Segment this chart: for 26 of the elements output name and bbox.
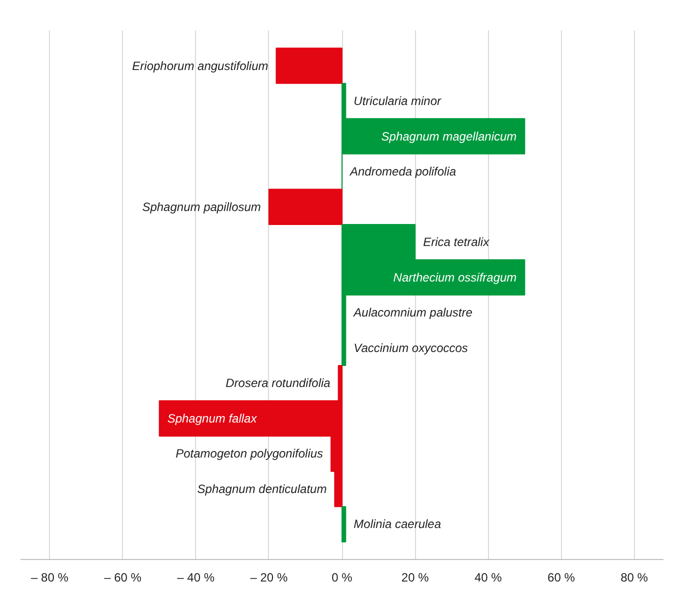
x-tick-label: 20 %: [401, 570, 430, 584]
x-tick-label: – 80 %: [31, 570, 69, 584]
y-tick-label: Erica tetralix: [423, 235, 490, 250]
x-tick-label: 60 %: [548, 570, 576, 584]
y-tick-label: Sphagnum denticulatum: [197, 482, 327, 496]
y-tick-label: Utricularia minor: [354, 94, 442, 108]
y-tick-label: Narthecium ossifragum: [393, 270, 517, 284]
y-tick-label: Eriophorum angustifolium: [132, 58, 268, 73]
y-tick-label: Sphagnum magellanicum: [381, 129, 517, 144]
x-tick-label: 80 %: [620, 570, 648, 584]
bar: [268, 188, 342, 225]
x-tick-label: – 60 %: [104, 570, 142, 584]
x-tick-label: 40 %: [474, 570, 502, 584]
bar: [276, 48, 342, 84]
bar: [342, 506, 346, 542]
x-tick-label: – 20 %: [250, 570, 288, 584]
x-tick-label: 0 %: [332, 570, 353, 584]
y-tick-label: Aulacomnium palustre: [352, 306, 473, 320]
y-tick-label: Andromeda polifolia: [349, 164, 456, 179]
y-tick-label: Potamogeton polygonifolius: [176, 446, 324, 461]
y-tick-label: Drosera rotundifolia: [226, 376, 331, 390]
y-tick-label: Sphagnum fallax: [167, 411, 258, 426]
y-tick-label: Vaccinium oxycoccos: [354, 340, 468, 355]
y-tick-label: Sphagnum papillosum: [142, 200, 261, 214]
x-tick-label: – 40 %: [177, 570, 215, 584]
y-tick-label: Molinia caerulea: [354, 517, 442, 532]
